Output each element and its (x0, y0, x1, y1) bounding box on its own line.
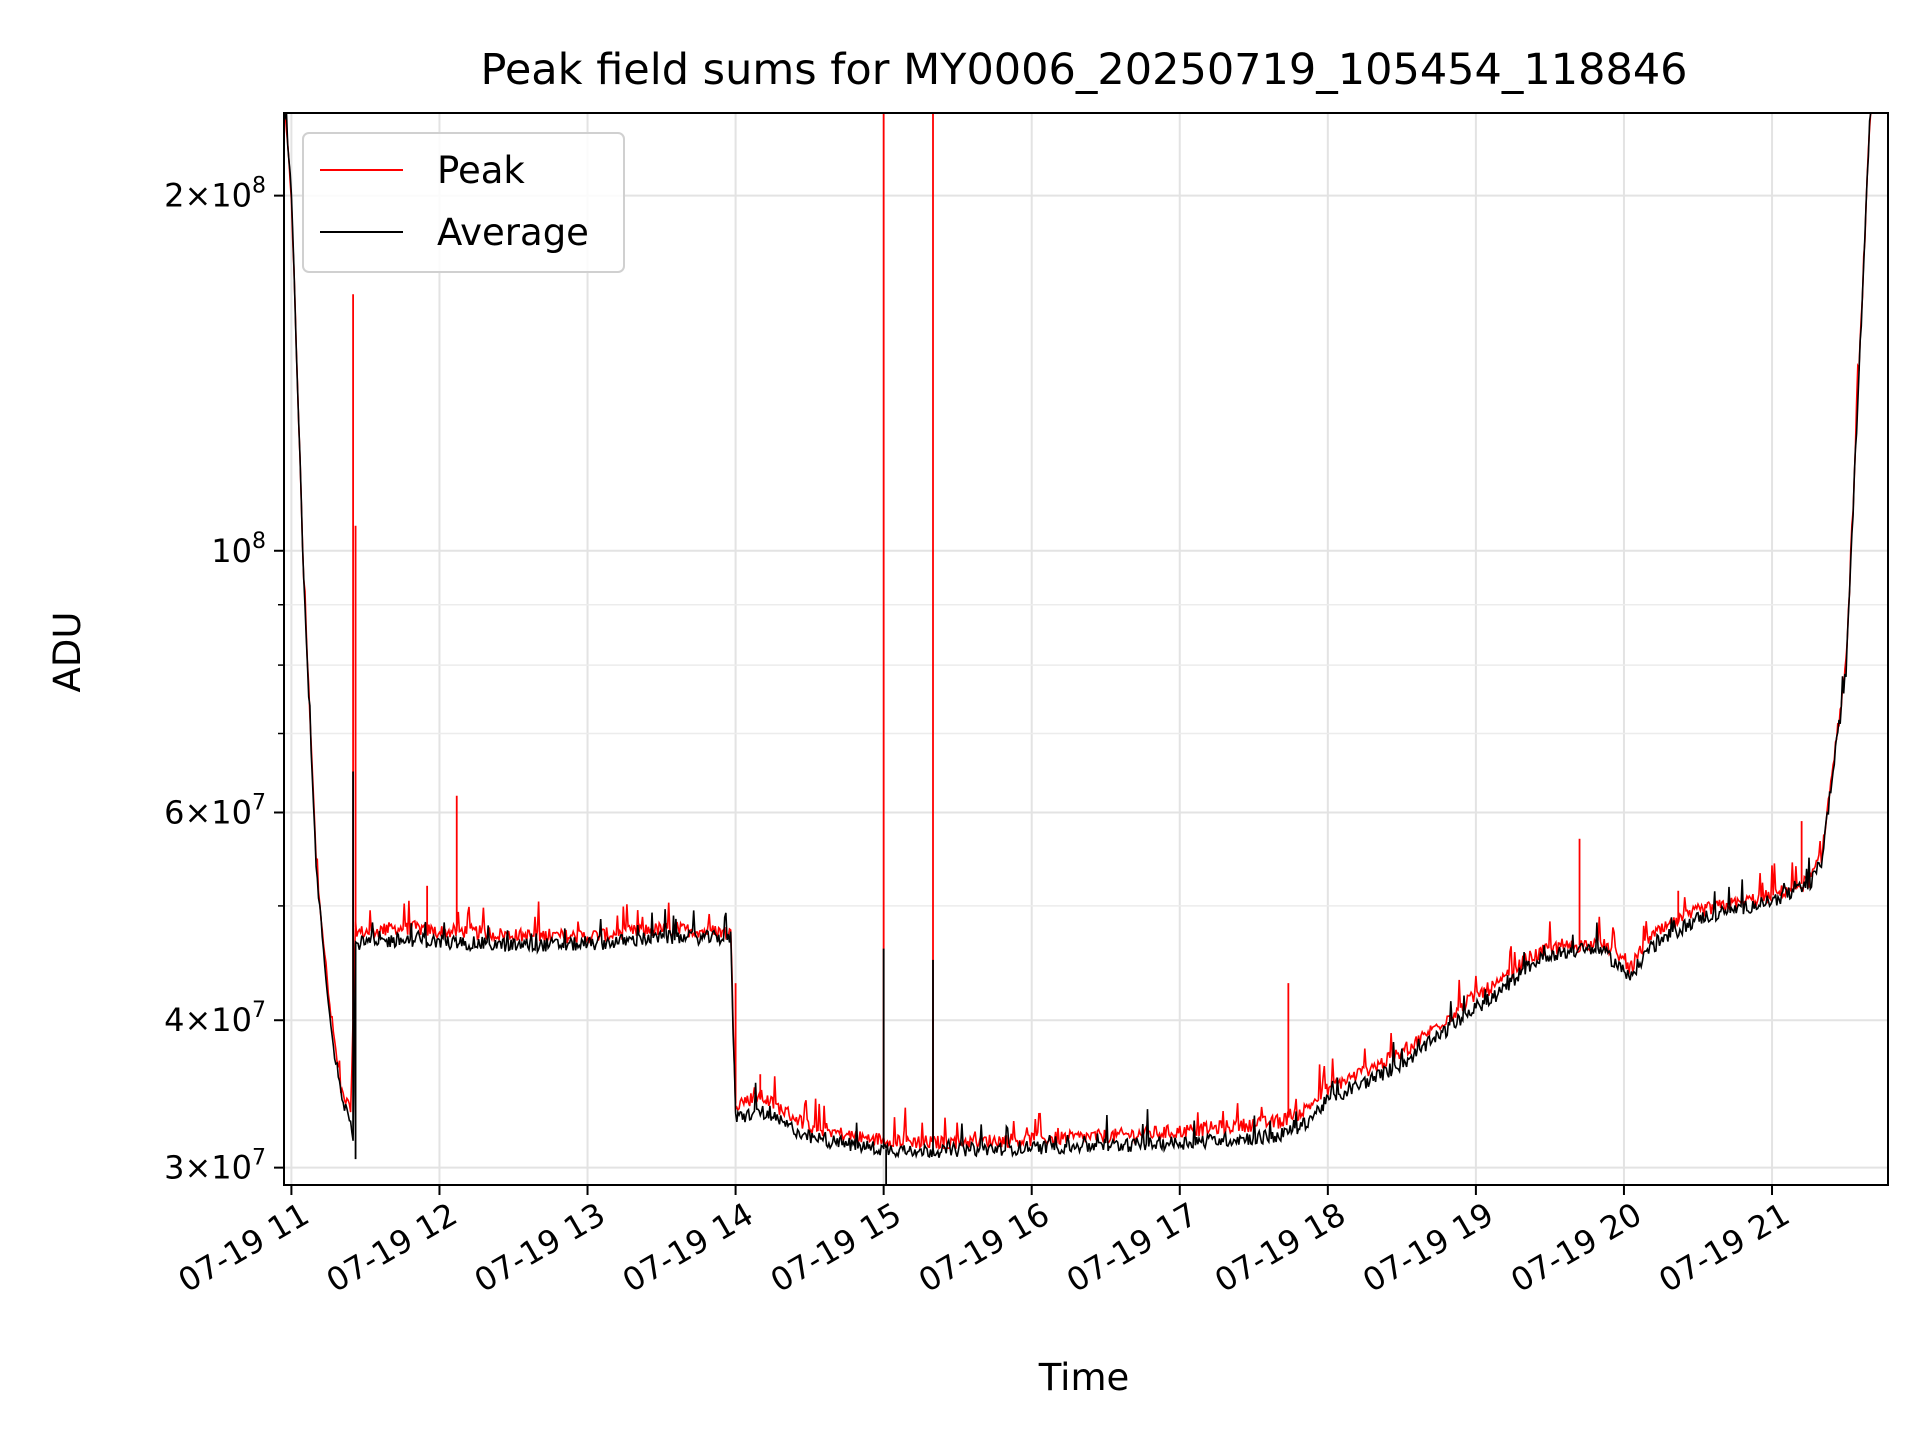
y-tick-label: 4×107 (164, 998, 266, 1039)
x-axis-label: Time (1038, 1356, 1130, 1399)
y-tick-label: 2×108 (164, 174, 266, 215)
y-tick-exponent: 8 (252, 174, 266, 199)
plot-area (284, 113, 1872, 1185)
y-tick-exponent: 8 (252, 529, 266, 554)
legend: Peak Average (302, 132, 625, 273)
legend-box (302, 132, 625, 273)
y-tick-mantissa: 6 (164, 793, 184, 831)
y-tick-label: 3×107 (164, 1146, 266, 1187)
y-tick-mantissa: 3 (164, 1149, 184, 1187)
series-average (284, 113, 1872, 1185)
series-line-average (284, 113, 1872, 1159)
y-tick-exponent: 7 (252, 790, 266, 815)
legend-label-average: Average (437, 211, 589, 254)
grid (284, 113, 1888, 1185)
y-tick-label: 108 (211, 529, 266, 570)
y-tick-mantissa: 2 (164, 177, 184, 215)
y-tick-mantissa: 4 (164, 1001, 184, 1039)
y-axis-label: ADU (46, 612, 89, 693)
legend-label-peak: Peak (437, 149, 525, 192)
axes-frame (283, 112, 1889, 1186)
y-tick-exponent: 7 (252, 998, 266, 1023)
y-tick-label: 6×107 (164, 790, 266, 831)
y-tick-exponent: 7 (252, 1146, 266, 1171)
chart-title: Peak field sums for MY0006_20250719_1054… (480, 45, 1687, 95)
